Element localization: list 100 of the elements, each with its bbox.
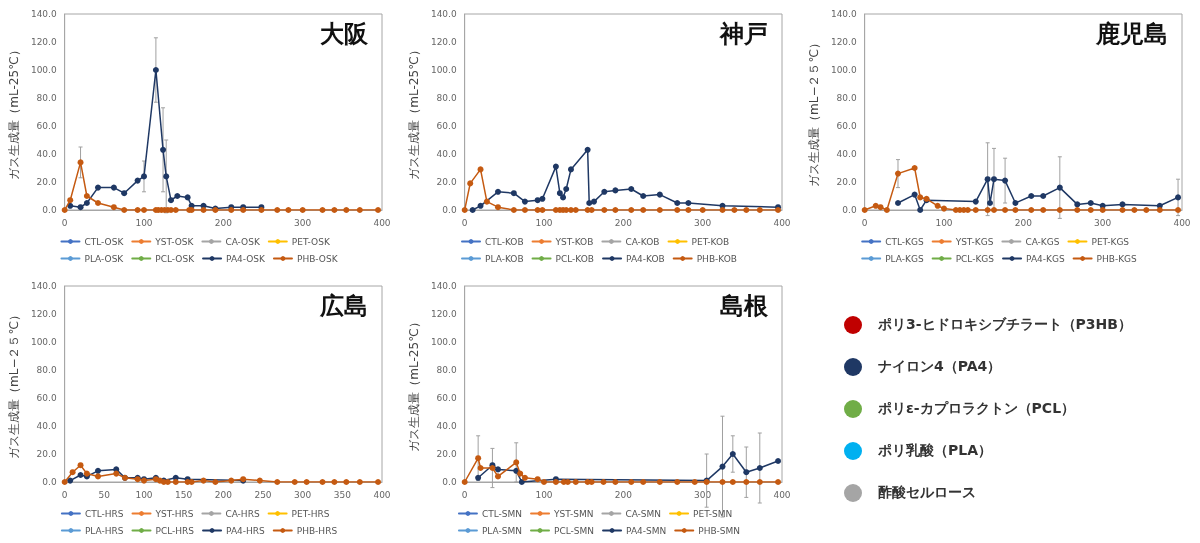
category-label: ナイロン4（PA4） xyxy=(878,358,1002,376)
legend-label: PLA-HRS xyxy=(84,525,124,536)
legend-label: PLA-KOB xyxy=(485,253,524,264)
legend-label: PCL-KOB xyxy=(555,253,595,264)
y-tick-label: 140.0 xyxy=(830,9,857,19)
legend-label: PHB-KGS xyxy=(1096,253,1138,264)
y-axis-title: ガス生成量（mL-25℃） xyxy=(407,44,421,180)
y-tick-label: 120.0 xyxy=(30,37,57,47)
y-tick-label: 60.0 xyxy=(436,121,457,131)
legend-label: PA4-KGS xyxy=(1026,253,1065,264)
y-tick-label: 0.0 xyxy=(442,205,457,215)
y-tick-label: 140.0 xyxy=(430,281,457,291)
legend-label: PA4-SMN xyxy=(626,525,667,536)
y-axis-title: ガス生成量（mL−２５℃） xyxy=(7,309,21,459)
x-tick-label: 300 xyxy=(294,489,312,500)
legend-label: PHB-SMN xyxy=(698,525,741,536)
y-tick-label: 80.0 xyxy=(436,365,457,375)
y-tick-label: 20.0 xyxy=(36,177,57,187)
legend-label: PA4-OSK xyxy=(226,253,267,264)
legend-label: YST-SMN xyxy=(553,508,594,519)
y-tick-label: 40.0 xyxy=(436,421,457,431)
legend-label: PHB-KOB xyxy=(696,253,737,264)
legend-label: CTL-SMN xyxy=(481,508,523,519)
legend-label: PCL-SMN xyxy=(554,525,595,536)
legend-label: PLA-KGS xyxy=(885,253,924,264)
x-tick-label: 0 xyxy=(861,217,868,228)
x-tick-label: 100 xyxy=(535,489,553,500)
legend-label: PLA-SMN xyxy=(481,525,523,536)
x-tick-label: 200 xyxy=(614,489,633,500)
legend-label: CA-OSK xyxy=(225,236,261,247)
category-label: ポリ乳酸（PLA） xyxy=(878,442,993,460)
category-label: ポリε-カプロラクトン（PCL） xyxy=(878,400,1076,418)
y-axis-title: ガス生成量（mL-25℃） xyxy=(407,316,421,452)
legend-label: PHB-OSK xyxy=(296,253,339,264)
legend-label: PLA-OSK xyxy=(84,253,125,264)
y-axis-title: ガス生成量（mL-25℃） xyxy=(7,44,21,180)
legend-label: CA-SMN xyxy=(625,508,662,519)
chart-title: 広島 xyxy=(319,292,368,320)
y-tick-label: 0.0 xyxy=(42,477,57,487)
chart-title: 神戸 xyxy=(719,20,768,48)
y-tick-label: 40.0 xyxy=(436,149,457,159)
legend-label: YST-HRS xyxy=(154,508,194,519)
y-tick-label: 140.0 xyxy=(30,9,57,19)
legend-label: PET-KGS xyxy=(1091,236,1130,247)
x-tick-label: 200 xyxy=(614,217,633,228)
y-tick-label: 40.0 xyxy=(836,149,857,159)
x-tick-label: 100 xyxy=(935,217,953,228)
legend-label: PA4-HRS xyxy=(226,525,266,536)
y-tick-label: 20.0 xyxy=(436,449,457,459)
x-tick-label: 300 xyxy=(294,217,312,228)
y-tick-label: 40.0 xyxy=(36,149,57,159)
y-tick-label: 20.0 xyxy=(836,177,857,187)
legend-label: PCL-OSK xyxy=(155,253,196,264)
y-tick-label: 80.0 xyxy=(36,93,57,103)
y-tick-label: 140.0 xyxy=(30,281,57,291)
x-tick-label: 200 xyxy=(214,217,233,228)
chart-title: 島根 xyxy=(720,292,769,320)
y-tick-label: 40.0 xyxy=(36,421,57,431)
legend-label: CTL-OSK xyxy=(84,236,125,247)
y-tick-label: 120.0 xyxy=(430,37,457,47)
legend-label: PHB-HRS xyxy=(296,525,338,536)
legend-label: YST-OSK xyxy=(154,236,195,247)
legend-label: CTL-KGS xyxy=(885,236,924,247)
x-tick-label: 350 xyxy=(333,489,352,500)
legend-label: PET-SMN xyxy=(693,508,733,519)
y-tick-label: 120.0 xyxy=(830,37,857,47)
legend-label: PA4-KOB xyxy=(626,253,665,264)
x-tick-label: 300 xyxy=(694,489,712,500)
x-tick-label: 0 xyxy=(461,217,468,228)
y-tick-label: 60.0 xyxy=(36,393,57,403)
legend-label: CTL-KOB xyxy=(485,236,524,247)
legend-label: PET-KOB xyxy=(691,236,730,247)
y-tick-label: 0.0 xyxy=(42,205,57,215)
y-tick-label: 80.0 xyxy=(36,365,57,375)
category-label: ポリ3-ヒドロキシブチラート（P3HB） xyxy=(878,316,1132,334)
chart-title: 大阪 xyxy=(320,20,369,48)
y-tick-label: 60.0 xyxy=(36,121,57,131)
x-tick-label: 400 xyxy=(1173,217,1191,228)
x-tick-label: 100 xyxy=(135,217,153,228)
y-tick-label: 80.0 xyxy=(836,93,857,103)
y-tick-label: 140.0 xyxy=(430,9,457,19)
y-tick-label: 100.0 xyxy=(30,337,57,347)
y-tick-label: 0.0 xyxy=(842,205,857,215)
legend-label: CA-HRS xyxy=(225,508,260,519)
x-tick-label: 400 xyxy=(773,489,791,500)
x-tick-label: 400 xyxy=(773,217,791,228)
legend-label: PCL-HRS xyxy=(155,525,195,536)
y-tick-label: 100.0 xyxy=(430,337,457,347)
y-tick-label: 60.0 xyxy=(436,393,457,403)
x-tick-label: 0 xyxy=(61,217,68,228)
x-tick-label: 100 xyxy=(135,489,153,500)
legend-label: CA-KGS xyxy=(1025,236,1060,247)
x-tick-label: 300 xyxy=(1094,217,1112,228)
x-tick-label: 150 xyxy=(175,489,193,500)
y-tick-label: 60.0 xyxy=(836,121,857,131)
x-tick-label: 400 xyxy=(373,217,391,228)
y-axis-title: ガス生成量（mL−２５℃） xyxy=(807,37,821,187)
legend-label: CA-KOB xyxy=(625,236,660,247)
x-tick-label: 0 xyxy=(461,489,468,500)
x-tick-label: 0 xyxy=(61,489,68,500)
